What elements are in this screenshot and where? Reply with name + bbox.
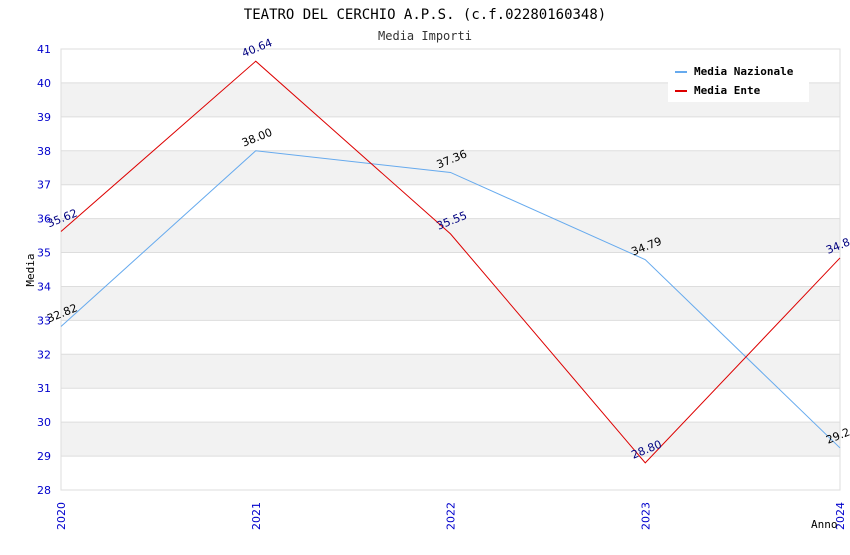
y-tick-label: 30 (37, 416, 51, 429)
x-tick-label: 2021 (250, 502, 263, 530)
series-lines (60, 60, 841, 464)
y-axis-ticks: 28 29 30 31 32 33 34 35 36 37 38 39 40 41 (37, 43, 51, 497)
series-line-media-nazionale (60, 150, 841, 449)
x-tick-label: 2024 (834, 502, 847, 530)
y-axis-label: Media (24, 253, 37, 286)
y-tick-label: 40 (37, 77, 51, 90)
grid-band (61, 422, 840, 457)
chart-title: TEATRO DEL CERCHIO A.P.S. (c.f.022801603… (244, 7, 606, 23)
y-tick-label: 33 (37, 314, 51, 327)
data-label-media-ente: 40.64 (240, 36, 274, 60)
y-tick-label: 32 (37, 348, 51, 361)
grid-band (61, 354, 840, 389)
legend-label-media-ente: Media Ente (694, 84, 761, 97)
data-label-media-nazionale: 38.00 (240, 126, 274, 150)
grid-band (61, 286, 840, 321)
x-axis-label: Anno (811, 518, 838, 531)
legend-background (668, 58, 809, 102)
x-axis-ticks: 2020 2021 2022 2023 2024 (55, 502, 847, 530)
y-tick-label: 38 (37, 145, 51, 158)
grid-bands (61, 82, 840, 457)
y-tick-label: 36 (37, 213, 51, 226)
y-tick-label: 35 (37, 247, 51, 260)
y-tick-label: 39 (37, 111, 51, 124)
y-tick-label: 29 (37, 450, 51, 463)
chart-subtitle: Media Importi (378, 29, 472, 43)
y-tick-label: 37 (37, 179, 51, 192)
y-tick-label: 34 (37, 280, 51, 293)
x-tick-label: 2022 (445, 502, 458, 530)
y-tick-label: 31 (37, 382, 51, 395)
chart-legend: Media Nazionale Media Ente (668, 58, 809, 102)
x-tick-label: 2023 (639, 502, 652, 530)
grid-band (61, 218, 840, 253)
plot-frame (60, 48, 841, 491)
legend-label-media-nazionale: Media Nazionale (694, 65, 794, 78)
x-tick-label: 2020 (55, 502, 68, 530)
y-tick-label: 28 (37, 484, 51, 497)
grid-band (61, 150, 840, 185)
series-line-media-ente (60, 60, 841, 464)
y-tick-label: 41 (37, 43, 51, 56)
